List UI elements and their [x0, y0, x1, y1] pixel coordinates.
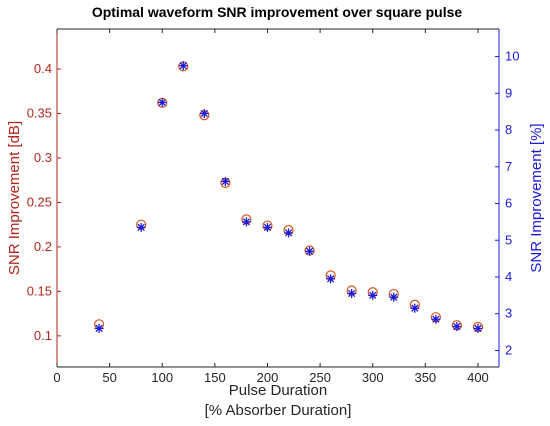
x-tick-label: 250 — [309, 370, 331, 385]
asterisk-stroke — [263, 223, 272, 232]
asterisk-stroke — [305, 247, 314, 255]
y-left-tick-label: 0.15 — [27, 283, 52, 298]
asterisk-stroke — [95, 324, 103, 333]
x-tick-label: 0 — [53, 370, 60, 385]
y-right-tick-label: 10 — [505, 49, 519, 64]
plot-area — [57, 29, 499, 367]
y-right-tick-label: 9 — [505, 85, 512, 100]
asterisk-stroke — [474, 324, 482, 333]
data-point-asterisk — [431, 314, 441, 324]
y-left-tick-label: 0.35 — [27, 106, 52, 121]
y-right-tick-label: 2 — [505, 342, 512, 357]
asterisk-stroke — [326, 275, 335, 283]
data-point-asterisk — [389, 292, 399, 302]
chart-title: Optimal waveform SNR improvement over sq… — [92, 4, 463, 20]
x-ticks: 0 50 100 150 200 250 300 350 400 — [53, 29, 489, 385]
data-point-asterisk — [368, 290, 378, 300]
x-tick-label: 200 — [257, 370, 279, 385]
data-point-asterisk — [94, 323, 104, 333]
asterisk-stroke — [242, 218, 251, 226]
asterisk-stroke — [284, 229, 293, 237]
y-left-tick-label: 0.1 — [34, 328, 52, 343]
y-right-tick-label: 6 — [505, 196, 512, 211]
asterisk-stroke — [221, 177, 230, 186]
data-point-asterisk — [262, 222, 272, 232]
y-right-tick-label: 8 — [505, 122, 512, 137]
y-left-axis-title: SNR Improvement [dB] — [6, 121, 23, 275]
y-right-tick-label: 7 — [505, 159, 512, 174]
asterisk-stroke — [453, 322, 461, 331]
y-left-tick-label: 0.4 — [34, 61, 52, 76]
y-right-tick-label: 4 — [505, 269, 512, 284]
data-point-asterisk — [305, 246, 315, 256]
data-point-asterisk — [347, 289, 357, 299]
asterisk-stroke — [348, 289, 356, 298]
x-tick-label: 300 — [362, 370, 384, 385]
y-left-ticks: 0.1 0.15 0.2 0.25 0.3 0.35 0.4 — [27, 61, 61, 343]
data-point-asterisk — [220, 176, 230, 186]
x-axis-title-line1: Pulse Duration — [229, 382, 327, 399]
y-right-ticks: 2 3 4 5 6 7 8 9 10 — [495, 49, 519, 357]
y-left-tick-label: 0.25 — [27, 194, 52, 209]
y-left-tick-label: 0.2 — [34, 239, 52, 254]
data-point-asterisk — [241, 217, 251, 227]
asterisk-stroke — [369, 291, 377, 300]
data-point-asterisk — [136, 222, 146, 232]
asterisk-stroke — [158, 98, 166, 107]
data-point-asterisk — [452, 322, 462, 332]
series-right-markers — [94, 61, 483, 333]
x-axis-title-line2: [% Absorber Duration] — [205, 402, 352, 419]
data-point-asterisk — [178, 61, 188, 71]
x-tick-label: 50 — [102, 370, 116, 385]
asterisk-stroke — [200, 109, 208, 118]
asterisk-stroke — [432, 315, 440, 323]
data-point-asterisk — [326, 274, 336, 284]
asterisk-stroke — [137, 223, 145, 232]
data-point-asterisk — [410, 303, 420, 313]
data-point-asterisk — [199, 109, 209, 118]
data-point-asterisk — [157, 97, 167, 107]
asterisk-stroke — [179, 62, 187, 70]
y-right-axis-title: SNR Improvement [%] — [528, 123, 545, 272]
x-tick-label: 150 — [204, 370, 226, 385]
data-point-asterisk — [473, 323, 483, 333]
x-tick-label: 100 — [151, 370, 173, 385]
y-right-tick-label: 3 — [505, 306, 512, 321]
data-point-asterisk — [284, 228, 294, 238]
asterisk-stroke — [411, 304, 419, 312]
x-tick-label: 350 — [414, 370, 436, 385]
y-left-tick-label: 0.3 — [34, 150, 52, 165]
asterisk-stroke — [390, 293, 398, 301]
x-tick-label: 400 — [467, 370, 489, 385]
y-right-tick-label: 5 — [505, 232, 512, 247]
